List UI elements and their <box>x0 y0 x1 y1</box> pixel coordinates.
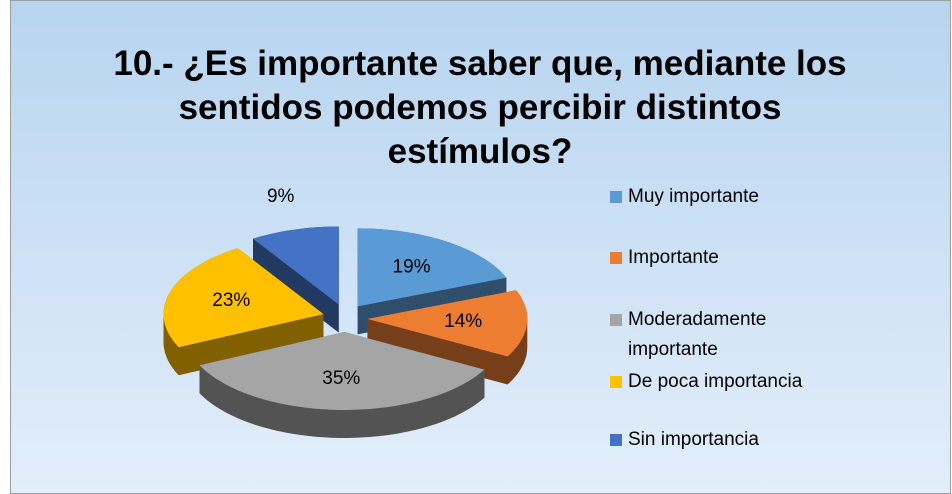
legend-swatch <box>610 434 622 446</box>
legend-label: Importante <box>628 247 719 268</box>
data-label: 35% <box>322 368 360 389</box>
data-label: 9% <box>267 186 295 207</box>
legend-label: Muy importante <box>628 186 759 207</box>
legend-swatch <box>610 252 622 264</box>
legend-label: Moderadamente importante <box>628 309 767 360</box>
data-label: 14% <box>444 311 482 332</box>
legend-label: De poca importancia <box>628 371 803 392</box>
chart-title: 10.- ¿Es importante saber que, mediante … <box>113 44 847 171</box>
legend-label: Sin importancia <box>628 429 759 450</box>
slice <box>253 226 339 305</box>
slice <box>199 332 485 410</box>
legend-swatch <box>610 314 622 326</box>
data-label: 23% <box>212 290 250 311</box>
legend-swatch <box>610 376 622 388</box>
chart-background <box>10 0 951 494</box>
slice <box>367 290 528 357</box>
pie: 19% 14% 35% 23% 9% <box>163 186 528 438</box>
slice <box>357 228 507 307</box>
legend-swatch <box>610 191 622 203</box>
data-label: 19% <box>393 257 431 278</box>
slice <box>163 248 324 348</box>
